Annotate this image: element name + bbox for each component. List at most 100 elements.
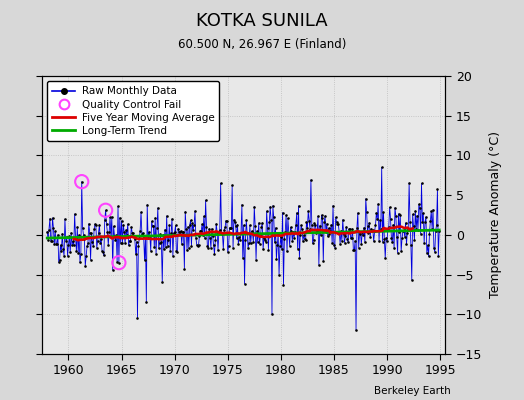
Point <box>294 203 303 209</box>
Point <box>52 240 60 247</box>
Point <box>79 225 87 231</box>
Point <box>417 230 425 237</box>
Point <box>378 238 387 245</box>
Point <box>158 279 167 286</box>
Point <box>390 244 398 251</box>
Point <box>121 240 129 246</box>
Point <box>95 221 104 228</box>
Point <box>379 209 388 216</box>
Point <box>329 202 337 209</box>
Point <box>401 220 410 226</box>
Point <box>368 228 376 234</box>
Point <box>196 227 204 234</box>
Point <box>46 216 54 222</box>
Point <box>154 205 162 211</box>
Point <box>280 236 289 242</box>
Point <box>295 254 303 261</box>
Point <box>191 208 199 214</box>
Point <box>364 223 373 230</box>
Point <box>261 236 269 243</box>
Point <box>214 247 222 254</box>
Point <box>270 239 279 246</box>
Point <box>161 244 170 250</box>
Point <box>62 234 71 240</box>
Point <box>223 218 231 224</box>
Point <box>45 226 53 233</box>
Point <box>224 243 233 250</box>
Point <box>231 219 239 225</box>
Point <box>247 228 256 234</box>
Point <box>135 235 144 242</box>
Point <box>115 260 123 266</box>
Point <box>309 236 318 243</box>
Point <box>344 239 352 246</box>
Point <box>124 242 133 248</box>
Point <box>355 230 364 237</box>
Point <box>232 235 241 242</box>
Point <box>207 244 215 251</box>
Point <box>413 212 421 219</box>
Point <box>429 206 437 213</box>
Point <box>197 228 205 234</box>
Point <box>357 241 366 248</box>
Point <box>324 225 333 232</box>
Point <box>250 203 258 210</box>
Point <box>426 218 434 224</box>
Point <box>427 208 435 214</box>
Point <box>93 244 101 251</box>
Point <box>417 180 425 186</box>
Point <box>110 232 118 239</box>
Point <box>44 236 52 243</box>
Point <box>88 230 96 236</box>
Point <box>334 221 343 227</box>
Point <box>365 220 374 226</box>
Point <box>171 222 180 229</box>
Point <box>267 217 275 224</box>
Point <box>377 226 385 232</box>
Point <box>310 220 319 226</box>
Point <box>292 221 300 228</box>
Point <box>100 252 108 259</box>
Point <box>361 239 369 245</box>
Point <box>259 246 267 252</box>
Point <box>184 224 192 230</box>
Point <box>402 241 411 248</box>
Point <box>72 248 81 254</box>
Point <box>249 239 258 245</box>
Point <box>398 235 406 242</box>
Point <box>314 213 322 220</box>
Point <box>345 226 353 232</box>
Point <box>363 209 371 215</box>
Point <box>412 226 420 232</box>
Point <box>406 218 414 225</box>
Point <box>144 235 152 242</box>
Point <box>83 243 91 250</box>
Point <box>291 228 299 235</box>
Point <box>391 204 399 211</box>
Point <box>138 230 147 236</box>
Point <box>108 267 117 273</box>
Point <box>359 232 367 238</box>
Point <box>434 253 442 260</box>
Point <box>230 217 238 223</box>
Point <box>301 237 310 244</box>
Point <box>432 222 441 228</box>
Point <box>58 230 67 237</box>
Point <box>351 238 359 244</box>
Point <box>256 232 265 238</box>
Point <box>104 242 113 248</box>
Point <box>166 248 174 254</box>
Point <box>369 227 377 233</box>
Point <box>349 247 357 254</box>
Point <box>89 242 97 249</box>
Point <box>303 225 312 232</box>
Point <box>374 201 383 207</box>
Point <box>136 228 144 234</box>
Point <box>181 208 190 215</box>
Point <box>372 222 380 228</box>
Point <box>302 219 311 225</box>
Point <box>315 222 324 229</box>
Point <box>107 234 115 240</box>
Point <box>163 242 172 249</box>
Point <box>343 236 352 242</box>
